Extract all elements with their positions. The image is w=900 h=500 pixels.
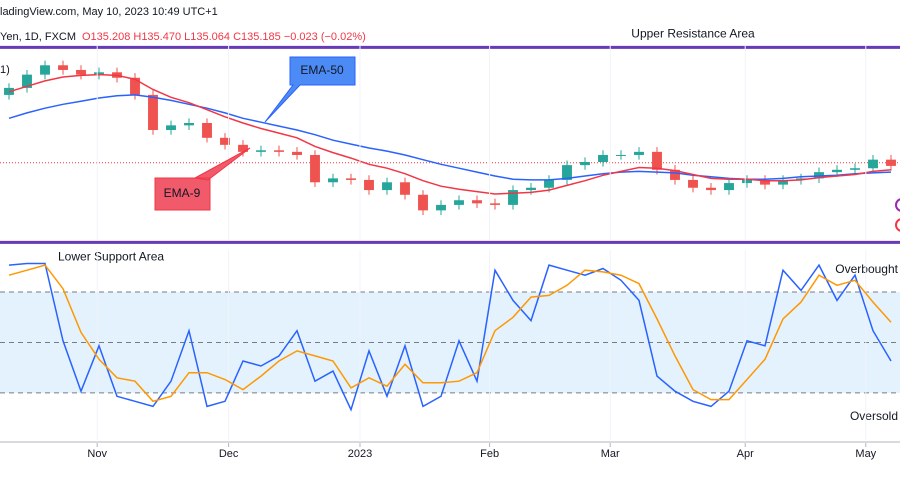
candle-body [580,162,590,166]
plot-layer: Upper Resistance Area Lower Support Area O… [0,27,900,460]
candle-body [256,150,266,152]
candle-body [724,183,734,191]
candle-body [328,178,338,183]
candle-body [184,123,194,126]
header-ohlc: O135.208 H135.470 L135.064 C135.185 −0.0… [82,31,366,43]
candle-body [274,150,284,152]
candle-body [544,179,554,188]
candle-body [418,194,428,211]
ema9-callout [154,147,251,211]
candle-body [454,200,464,205]
candle-body [562,165,572,180]
candle-body [58,65,68,70]
x-tick-label: Mar [601,448,620,460]
level-label: Overbought [835,262,898,276]
candle-body [400,182,410,195]
candle-body [130,77,140,95]
candle-body [220,137,230,145]
candle-body [40,65,50,75]
candle-body [688,179,698,188]
candle-body [166,125,176,131]
candle-body [886,159,896,166]
candle-body [292,151,302,155]
marker [895,198,900,212]
candle-body [706,187,716,191]
candle-body [436,204,446,211]
candle-body [832,169,842,173]
header-symbol: Yen, 1D, FXCM [0,31,76,43]
support-label: Lower Support Area [58,250,164,264]
candle-body [616,154,626,156]
candle-body [94,72,104,75]
candle-body [652,151,662,170]
x-tick-label: Apr [737,448,754,460]
candle-body [670,169,680,180]
candle-body [76,69,86,75]
x-tick-label: May [855,448,876,460]
candle-body [742,179,752,184]
candle-body [634,151,644,155]
x-tick-label: Feb [480,448,499,460]
ema50-callout [264,56,356,123]
candle-body [526,187,536,191]
candle-body [868,159,878,169]
series-line [8,73,892,195]
candle-body [202,123,212,138]
x-tick-label: Nov [87,448,107,460]
level-label: Oversold [850,409,898,423]
candle-body [346,178,356,180]
candle-body [22,74,32,88]
candle-body [760,179,770,185]
candle-body [148,94,158,131]
marker [895,218,900,232]
candle-body [364,179,374,191]
candle-body [472,200,482,204]
study-label: 1) [0,64,10,76]
ema50-label: EMA-50 [300,63,344,77]
candle-body [382,182,392,191]
series-line [8,264,892,403]
candle-body [598,154,608,162]
x-tick-label: 2023 [348,448,372,460]
x-tick-label: Dec [219,448,239,460]
ema9-label: EMA-9 [164,186,201,200]
resistance-label: Upper Resistance Area [631,27,755,41]
series-line [8,262,892,412]
header-source: ladingView.com, May 10, 2023 10:49 UTC+1 [0,6,218,18]
candle-body [238,144,248,152]
candle-body [310,154,320,183]
candle-body [490,203,500,205]
candle-body [850,168,860,170]
candle-body [778,179,788,185]
candle-body [508,190,518,205]
